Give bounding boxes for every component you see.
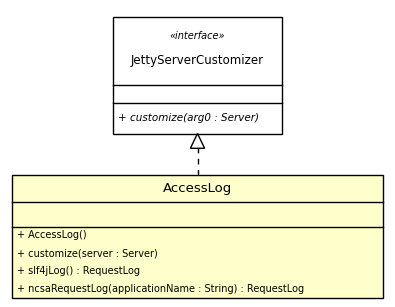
Bar	[113, 17, 282, 134]
Polygon shape	[190, 134, 205, 148]
Text: + AccessLog(): + AccessLog()	[17, 231, 86, 240]
Text: + ncsaRequestLog(applicationName : String) : RequestLog: + ncsaRequestLog(applicationName : Strin…	[17, 284, 304, 294]
Text: + slf4jLog() : RequestLog: + slf4jLog() : RequestLog	[17, 266, 139, 276]
Text: + customize(arg0 : Server): + customize(arg0 : Server)	[118, 113, 260, 123]
Bar	[12, 175, 383, 298]
Text: JettyServerCustomizer: JettyServerCustomizer	[131, 54, 264, 67]
Text: «interface»: «interface»	[170, 31, 225, 41]
Text: AccessLog: AccessLog	[163, 182, 232, 195]
Text: + customize(server : Server): + customize(server : Server)	[17, 248, 157, 258]
